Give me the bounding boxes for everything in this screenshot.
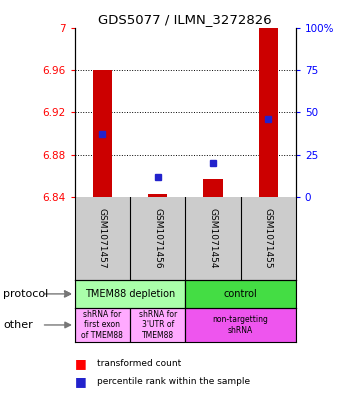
Text: non-targetting
shRNA: non-targetting shRNA	[212, 315, 269, 335]
Text: protocol: protocol	[3, 289, 49, 299]
Text: transformed count: transformed count	[97, 359, 181, 368]
Bar	[148, 194, 167, 197]
Bar	[203, 179, 223, 197]
Text: GSM1071456: GSM1071456	[153, 208, 162, 269]
Text: percentile rank within the sample: percentile rank within the sample	[97, 377, 250, 386]
Text: shRNA for
first exon
of TMEM88: shRNA for first exon of TMEM88	[82, 310, 123, 340]
Text: other: other	[3, 320, 33, 330]
Text: GSM1071454: GSM1071454	[208, 208, 217, 268]
Text: ■: ■	[75, 357, 87, 370]
Text: GSM1071457: GSM1071457	[98, 208, 107, 269]
Bar	[258, 28, 278, 197]
Text: TMEM88 depletion: TMEM88 depletion	[85, 289, 175, 299]
Text: control: control	[224, 289, 257, 299]
Text: GSM1071455: GSM1071455	[264, 208, 273, 269]
Title: GDS5077 / ILMN_3272826: GDS5077 / ILMN_3272826	[99, 13, 272, 26]
Text: ■: ■	[75, 375, 87, 388]
Bar	[93, 70, 112, 197]
Text: shRNA for
3'UTR of
TMEM88: shRNA for 3'UTR of TMEM88	[139, 310, 177, 340]
